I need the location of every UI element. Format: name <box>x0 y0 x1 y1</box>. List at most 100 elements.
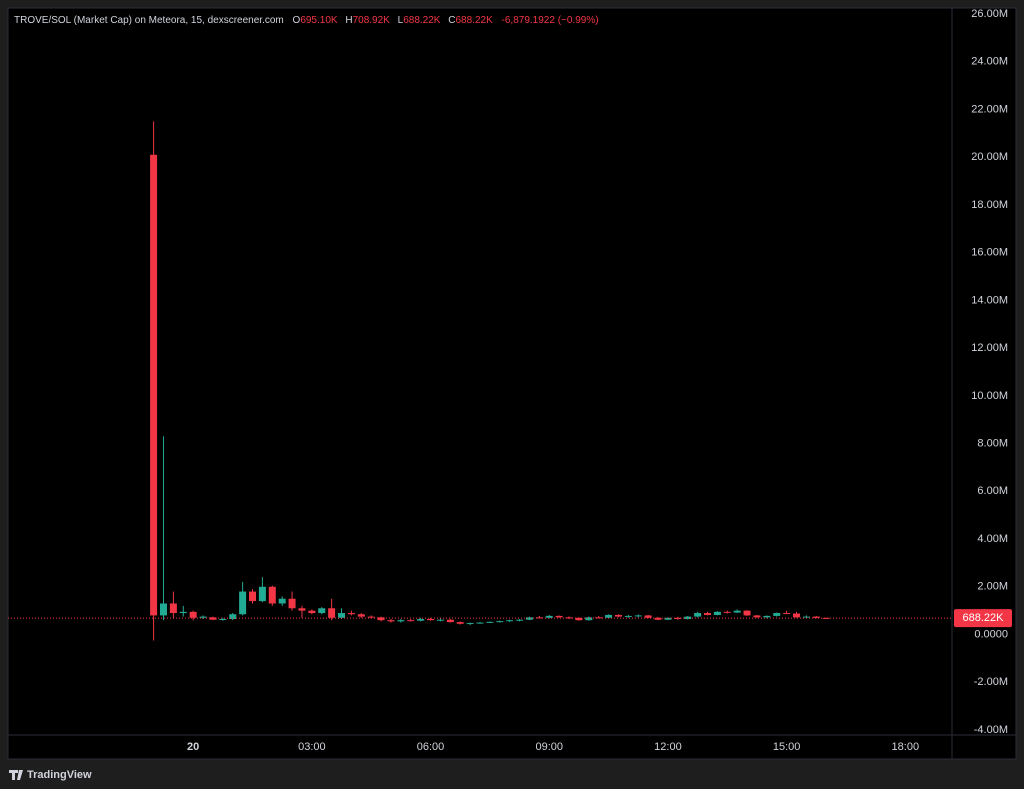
candle-body <box>624 615 632 617</box>
y-tick-label: 6.00M <box>977 485 1008 497</box>
candle-body <box>684 616 692 620</box>
y-tick-label: 18.00M <box>971 199 1008 211</box>
candle-body <box>802 616 810 618</box>
candle-body <box>822 617 830 619</box>
candle-body <box>733 610 741 613</box>
candle-body <box>199 616 207 618</box>
candle-body <box>694 613 702 617</box>
candle-body <box>783 613 791 615</box>
candle-body <box>753 615 761 618</box>
candle-body <box>229 614 237 620</box>
candle-body <box>407 620 415 622</box>
l-value: 688.22K <box>403 15 441 26</box>
candle-body <box>763 615 771 618</box>
candle-body <box>773 613 781 616</box>
candle-body <box>585 617 593 621</box>
candle-body <box>743 610 751 616</box>
candle-body <box>555 615 563 618</box>
candle-body <box>476 622 484 624</box>
brand: TradingView <box>27 769 92 781</box>
y-tick-label: 14.00M <box>971 294 1008 306</box>
candle-body <box>525 617 533 620</box>
x-tick-label: 03:00 <box>298 741 326 753</box>
x-tick-label: 06:00 <box>417 741 445 753</box>
x-tick-label: 12:00 <box>654 741 682 753</box>
candle-body <box>496 621 504 623</box>
logo-icon <box>9 770 23 780</box>
x-tick-label: 09:00 <box>535 741 563 753</box>
y-tick-label: 20.00M <box>971 151 1008 163</box>
candle-body <box>446 619 454 623</box>
x-tick-label: 20 <box>187 741 199 753</box>
candle-body <box>357 614 365 617</box>
candle-body <box>219 619 227 621</box>
candle-body <box>486 621 494 623</box>
candle-body <box>278 598 286 604</box>
candle-body <box>436 619 444 621</box>
candle-body <box>397 620 405 622</box>
candle-body <box>288 598 296 609</box>
candle-body <box>328 608 336 618</box>
change: -6,879.1922 (−0.99%) <box>502 15 599 26</box>
candle-body <box>347 613 355 615</box>
candle-body <box>298 608 306 611</box>
candle-body <box>703 613 711 615</box>
y-tick-label: 0.0000 <box>974 628 1008 640</box>
candle-body <box>417 619 425 621</box>
candle-body <box>239 591 247 615</box>
c-value: 688.22K <box>455 15 493 26</box>
y-tick-label: 24.00M <box>971 56 1008 68</box>
h-label: H <box>345 15 352 26</box>
candle-body <box>338 613 346 618</box>
y-tick-label: 22.00M <box>971 103 1008 115</box>
last-price-label: 688.22K <box>963 612 1005 624</box>
x-tick-label: 18:00 <box>892 741 920 753</box>
candle-body <box>367 616 375 618</box>
x-tick-label: 15:00 <box>773 741 801 753</box>
candle-body <box>377 617 385 621</box>
symbol: TROVE/SOL (Market Cap) on Meteora, 15, d… <box>14 15 284 26</box>
legend-header: TROVE/SOL (Market Cap) on Meteora, 15, d… <box>14 15 599 26</box>
o-label: O <box>293 15 301 26</box>
candle-body <box>258 586 266 602</box>
candle-body <box>723 611 731 613</box>
y-tick-label: 26.00M <box>971 8 1008 20</box>
c-label: C <box>448 15 455 26</box>
l-label: L <box>398 15 404 26</box>
h-value: 708.92K <box>353 15 391 26</box>
candle-body <box>427 619 435 621</box>
candle-body <box>644 615 652 618</box>
candle-body <box>387 620 395 622</box>
candle-body <box>793 613 801 618</box>
o-value: 695.10K <box>300 15 338 26</box>
chart-pane <box>7 7 1017 760</box>
candle-body <box>516 619 524 621</box>
y-tick-label: 12.00M <box>971 342 1008 354</box>
candle-body <box>634 615 642 617</box>
candle-body <box>268 586 276 604</box>
candle-body <box>189 611 197 618</box>
y-tick-label: 4.00M <box>977 533 1008 545</box>
candle-body <box>506 620 514 622</box>
y-tick-label: 8.00M <box>977 437 1008 449</box>
candle-body <box>605 614 613 618</box>
y-tick-label: -2.00M <box>974 676 1008 688</box>
candle-body <box>150 154 158 616</box>
candle-body <box>249 591 257 602</box>
candle-body <box>169 603 177 614</box>
candle-body <box>614 614 622 617</box>
candle-body <box>318 608 326 614</box>
candle-body <box>179 611 187 614</box>
candle-body <box>595 617 603 619</box>
candle-body <box>456 622 464 624</box>
candle-body <box>545 615 553 618</box>
candle-body <box>575 617 583 621</box>
y-tick-label: 16.00M <box>971 247 1008 259</box>
y-tick-label: -4.00M <box>974 724 1008 736</box>
candle-body <box>466 623 474 625</box>
last-price-box <box>954 609 1012 628</box>
candle-body <box>812 616 820 618</box>
y-tick-label: 10.00M <box>971 390 1008 402</box>
candle-body <box>664 617 672 620</box>
